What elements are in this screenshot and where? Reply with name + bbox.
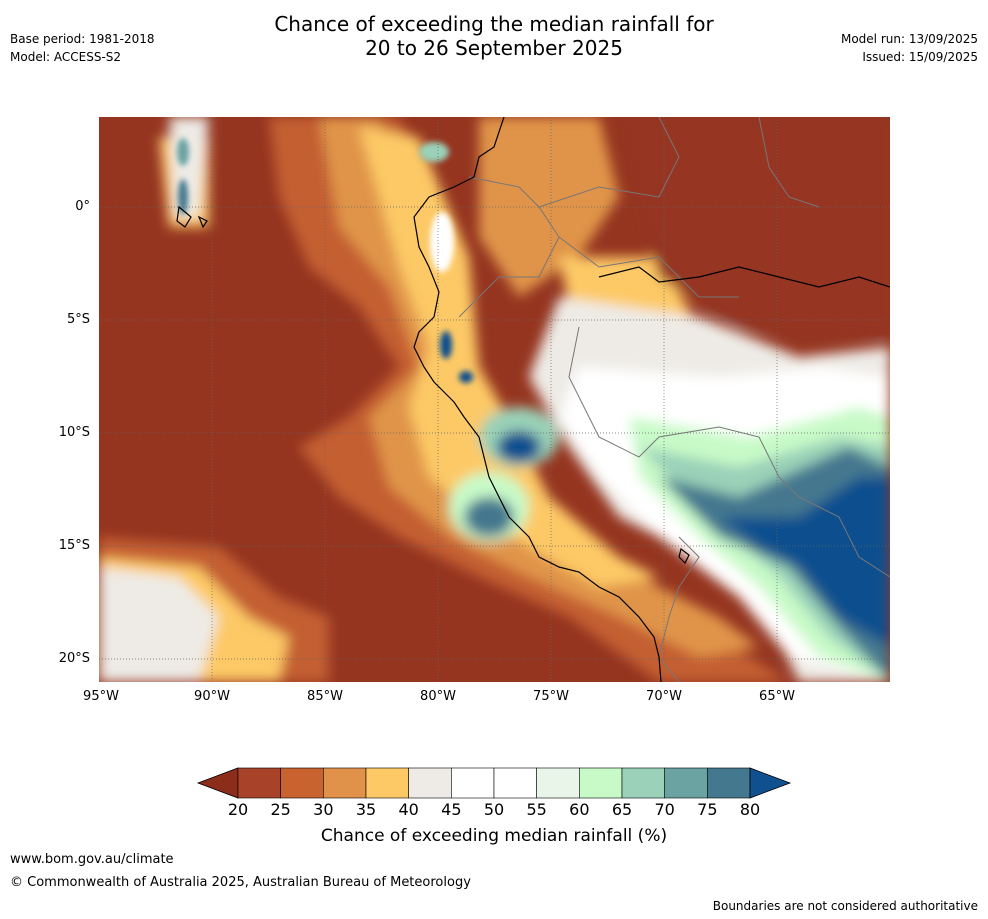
meta-right: Model run: 13/09/2025 Issued: 15/09/2025 [841,30,978,66]
colorbar-tick-label: 80 [739,800,761,819]
lat-label-20s: 20°S [58,651,90,666]
colorbar-label: Chance of exceeding median rainfall (%) [320,826,668,846]
colorbar-tick-label: 70 [654,800,675,819]
colorbar-segment [408,767,452,799]
lon-label-95w: 95°W [83,689,119,704]
colorbar-tick-label: 65 [611,800,633,819]
colorbar-segment [664,767,708,799]
colorbar-tick-label: 20 [227,800,249,819]
rainfall-map [99,117,890,682]
website-link[interactable]: www.bom.gov.au/climate [10,852,174,867]
title-line-2: 20 to 26 September 2025 [365,36,623,60]
issued-date: Issued: 15/09/2025 [862,50,978,64]
model-name: Model: ACCESS-S2 [10,50,122,64]
colorbar-segment [451,767,495,799]
colorbar-segment [323,767,367,799]
copyright-text: © Commonwealth of Australia 2025, Austra… [10,875,471,890]
colorbar-segments [237,767,751,799]
lat-label-0: 0° [75,199,90,214]
meta-left: Base period: 1981-2018 Model: ACCESS-S2 [10,30,155,66]
colorbar-segment [237,767,281,799]
colorbar-tick-label: 40 [398,800,419,819]
map-title: Chance of exceeding the median rainfall … [0,12,988,60]
colorbar-tick-label: 50 [483,800,505,819]
lon-label-90w: 90°W [194,689,230,704]
base-period: Base period: 1981-2018 [10,32,155,46]
lon-label-70w: 70°W [646,689,682,704]
lon-label-85w: 85°W [307,689,343,704]
colorbar [196,767,792,799]
colorbar-segment [579,767,623,799]
colorbar-segment [707,767,751,799]
colorbar-tick-label: 30 [313,800,334,819]
disclaimer-text: Boundaries are not considered authoritat… [712,899,978,913]
colorbar-segment [621,767,665,799]
colorbar-segment [365,767,409,799]
map-canvas [99,117,890,682]
colorbar-tick-label: 55 [526,800,547,819]
lat-label-10s: 10°S [58,425,90,440]
title-line-1: Chance of exceeding the median rainfall … [274,12,714,36]
lat-label-5s: 5°S [66,312,90,327]
colorbar-tick-label: 35 [355,800,377,819]
colorbar-tick-label: 60 [569,800,590,819]
lon-label-65w: 65°W [759,689,795,704]
model-run: Model run: 13/09/2025 [840,32,978,46]
lon-label-75w: 75°W [533,689,569,704]
lat-label-15s: 15°S [58,538,90,553]
colorbar-segment [280,767,324,799]
colorbar-high-arrow [749,767,792,799]
colorbar-low-arrow [196,767,239,799]
colorbar-tick-label: 25 [270,800,291,819]
colorbar-tick-label: 75 [697,800,718,819]
colorbar-segment [493,767,537,799]
colorbar-segment [536,767,580,799]
colorbar-tick-label: 45 [441,800,462,819]
lon-label-80w: 80°W [420,689,456,704]
